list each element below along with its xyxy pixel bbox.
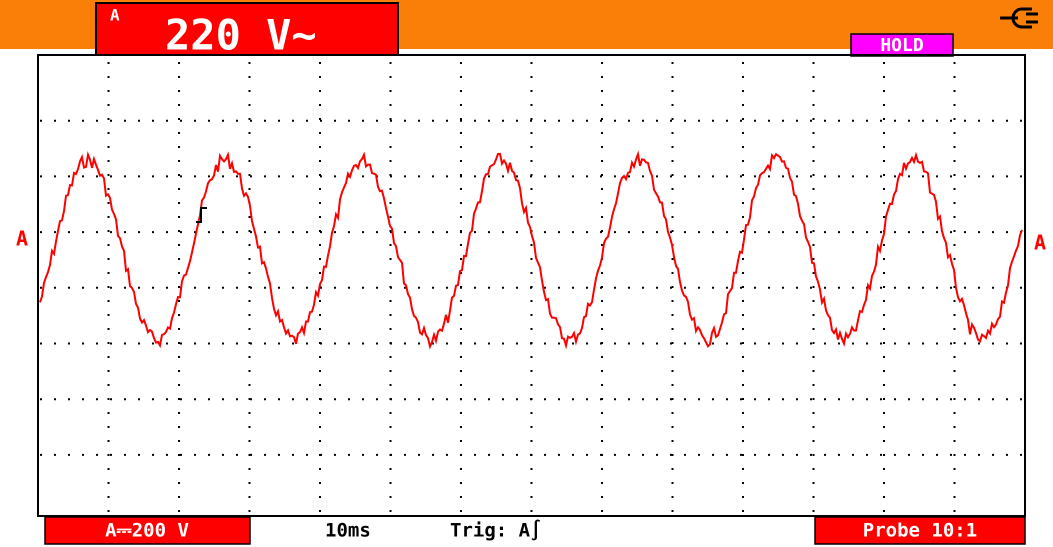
- right-marker: A: [1034, 231, 1046, 255]
- reading: 220 V~: [165, 11, 317, 60]
- timebase: 10ms: [325, 520, 371, 542]
- probe: Probe 10:1: [863, 520, 977, 542]
- plot-frame: [37, 54, 1026, 517]
- power-icon: [1000, 7, 1038, 29]
- left-marker: A: [16, 227, 28, 251]
- probe-box: [814, 516, 1026, 545]
- waveform: [39, 150, 1023, 350]
- trigger-marker: [196, 207, 207, 223]
- channel-label: A: [110, 6, 120, 25]
- range-box: [44, 516, 251, 545]
- trigger: Trig: A∫: [450, 520, 542, 542]
- reading-box: [95, 2, 399, 56]
- hold-label: HOLD: [880, 35, 924, 56]
- grid: [40, 62, 1023, 512]
- range: A⎓200 V: [105, 520, 189, 542]
